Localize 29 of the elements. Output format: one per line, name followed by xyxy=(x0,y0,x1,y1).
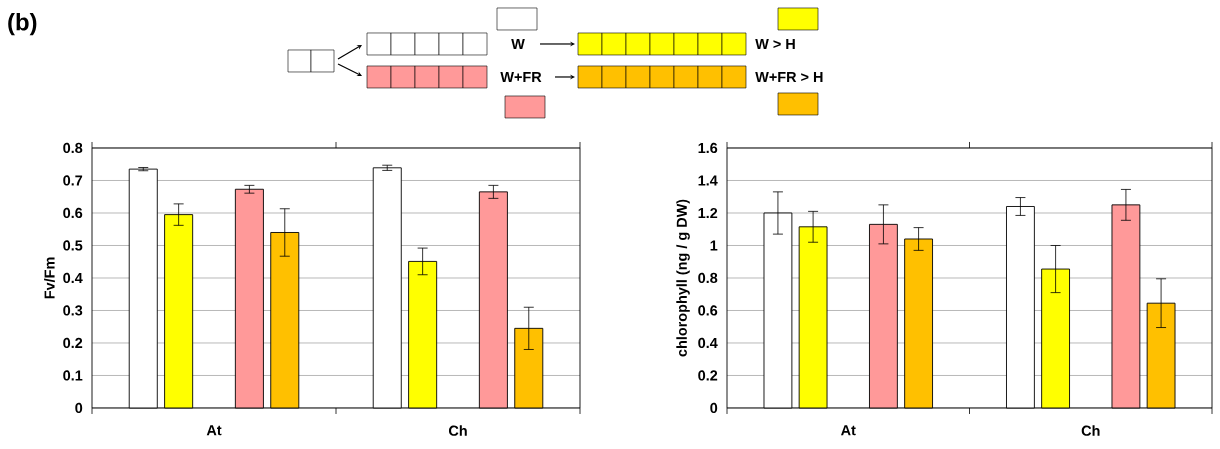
text: (b) xyxy=(8,13,37,36)
y-tick-label: 1.6 xyxy=(698,142,718,154)
y-tick-label: 0.8 xyxy=(63,142,83,154)
x-tick-label: Ch xyxy=(448,425,467,436)
y-tick-label: 0.5 xyxy=(63,240,83,251)
y-tick-label: 1 xyxy=(710,240,718,251)
x-tick-label: Ch xyxy=(1081,425,1100,436)
x-tick-label: At xyxy=(206,425,222,436)
legend-label: W+FR > H xyxy=(755,72,823,82)
legend-label: W > H xyxy=(755,39,795,49)
y-tick-label: 0 xyxy=(710,402,718,414)
y-tick-label: 0.6 xyxy=(63,207,83,219)
y-tick-label: 0.2 xyxy=(63,337,83,349)
y-tick-label: 0.6 xyxy=(698,305,718,316)
y-tick-label: 0.1 xyxy=(63,370,83,381)
y-tick-label: 1.2 xyxy=(698,207,718,219)
y-tick-label: 0.3 xyxy=(63,305,83,316)
x-tick-label: At xyxy=(841,425,856,436)
legend-label: W xyxy=(511,39,525,49)
y-axis-title: Fv/Fm xyxy=(44,257,55,299)
y-tick-label: 0.7 xyxy=(63,175,83,186)
y-tick-label: 0.8 xyxy=(698,272,718,284)
y-tick-label: 0.2 xyxy=(698,370,718,381)
y-tick-label: 0 xyxy=(75,402,83,414)
y-tick-label: 1.4 xyxy=(698,175,718,186)
y-tick-label: 0.4 xyxy=(63,272,83,284)
y-tick-label: 0.4 xyxy=(698,337,718,349)
y-axis-title: chlorophyll (ng / g DW) xyxy=(676,199,690,357)
legend-label: W+FR xyxy=(500,72,542,82)
